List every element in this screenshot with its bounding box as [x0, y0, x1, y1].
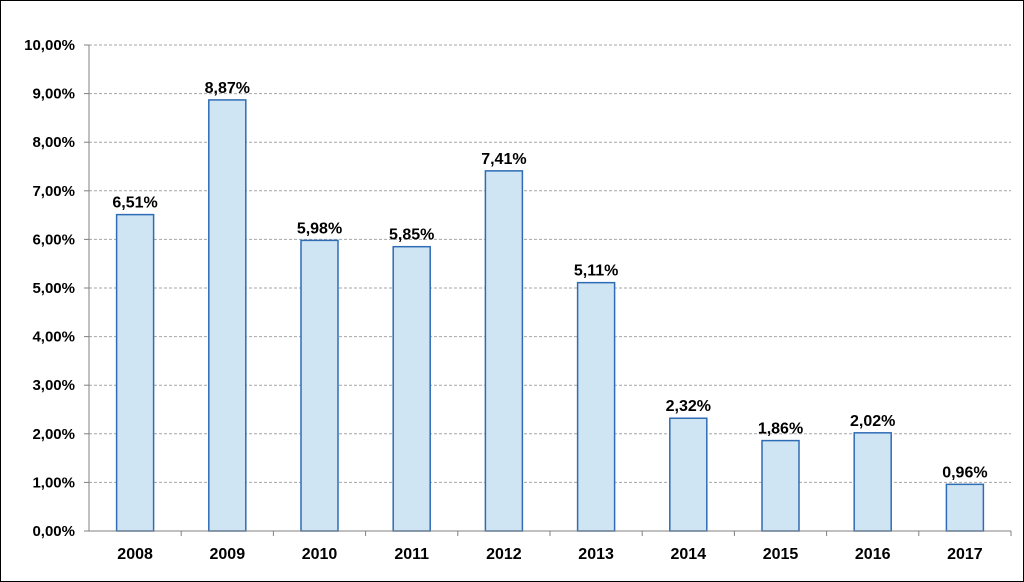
- x-tick-label: 2016: [855, 546, 891, 563]
- bar-2012: [484, 170, 524, 532]
- bar-2015: [761, 439, 800, 532]
- y-tick-label: 2,00%: [32, 426, 75, 443]
- x-tick-labels: 2008 2009 2010 2011 2012 2013 2014 2015 2016 2017: [117, 546, 982, 563]
- y-tick-label: 5,00%: [32, 280, 75, 297]
- x-tick-label: 2017: [947, 546, 983, 563]
- data-label: 5,11%: [574, 263, 618, 280]
- y-tick-label: 9,00%: [32, 86, 75, 103]
- data-label: 0,96%: [942, 464, 987, 481]
- gridlines: [89, 44, 1011, 483]
- data-label: 5,85%: [389, 227, 434, 244]
- data-label: 1,86%: [758, 421, 803, 438]
- data-label: 6,51%: [112, 195, 157, 212]
- x-tick-label: 2012: [486, 546, 522, 563]
- bar-2009: [208, 99, 247, 532]
- y-tick-label: 1,00%: [32, 474, 75, 491]
- bar-2011: [392, 245, 431, 532]
- data-label: 2,02%: [850, 413, 895, 430]
- data-label: 8,87%: [205, 80, 250, 97]
- x-tick-label: 2014: [671, 546, 707, 563]
- x-tick-label: 2013: [578, 546, 614, 563]
- data-label: 2,32%: [666, 398, 711, 415]
- data-label: 7,41%: [481, 151, 526, 168]
- y-tick-label: 6,00%: [32, 231, 75, 248]
- y-tick-label: 10,00%: [24, 37, 75, 54]
- bars: [115, 99, 985, 532]
- x-tick-label: 2010: [302, 546, 338, 563]
- x-tick-label: 2009: [210, 546, 246, 563]
- bar-2013: [576, 281, 616, 532]
- bar-2016: [853, 432, 892, 532]
- x-tick-label: 2011: [394, 546, 429, 563]
- y-tick-label: 4,00%: [32, 329, 75, 346]
- x-tick-label: 2008: [117, 546, 153, 563]
- data-label: 5,98%: [297, 220, 342, 237]
- y-tick-label: 0,00%: [32, 523, 75, 540]
- bar-2010: [300, 239, 339, 532]
- y-tick-label: 7,00%: [32, 183, 75, 200]
- bar-2017: [945, 483, 985, 532]
- data-labels: 6,51% 8,87% 5,98% 5,85% 7,41% 5,11% 2,32% 1,86%…: [112, 80, 987, 481]
- bar-2014: [669, 417, 708, 532]
- axes: [84, 44, 1012, 536]
- bar-2008: [115, 213, 155, 532]
- x-tick-label: 2015: [763, 546, 799, 563]
- y-tick-label: 8,00%: [32, 134, 75, 151]
- y-tick-label: 3,00%: [32, 377, 75, 394]
- y-tick-labels: 0,00% 1,00% 2,00% 3,00% 4,00% 5,00% 6,00% 7,00%…: [24, 37, 75, 540]
